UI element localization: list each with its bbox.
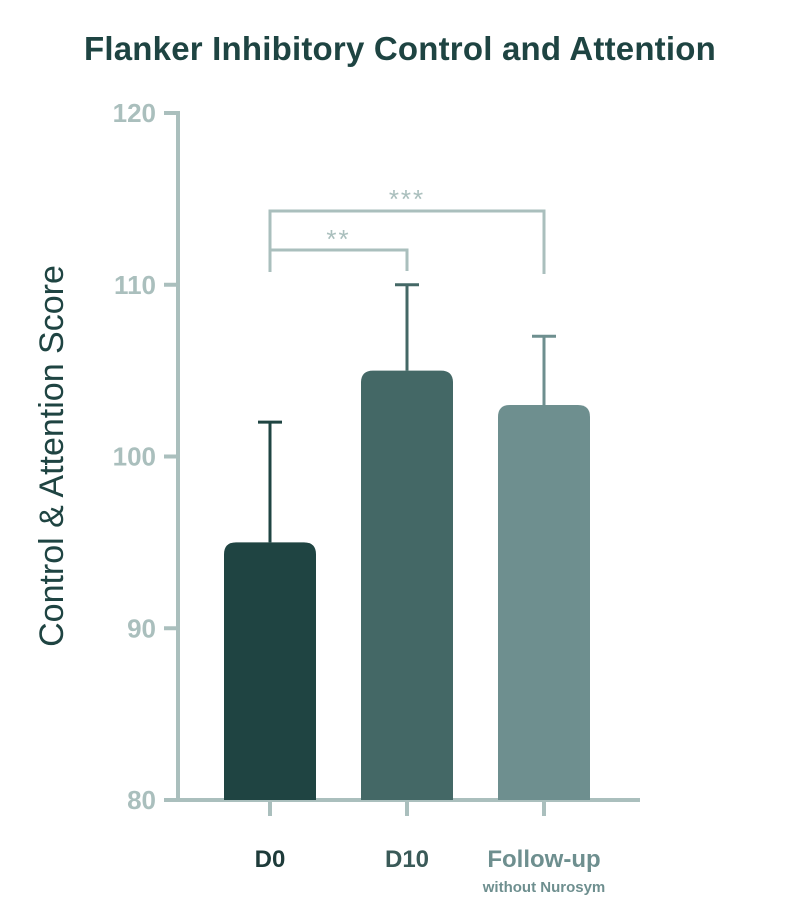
significance-label: ** [326, 224, 350, 254]
x-tick-sublabel: without Nurosym [482, 879, 606, 896]
y-tick-label: 80 [127, 785, 156, 815]
significance-label: *** [389, 184, 425, 214]
bar-layer [224, 370, 590, 800]
label-layer: D0 D10 Follow-up without Nurosym [255, 846, 606, 896]
x-tick-label: Follow-up [487, 846, 600, 873]
bar [361, 370, 453, 800]
x-tick-label: D10 [385, 846, 429, 873]
y-axis-title: Control & Attention Score [33, 265, 71, 647]
x-tick-label: D0 [255, 846, 286, 873]
significance-bracket [268, 209, 546, 274]
chart-title: Flanker Inhibitory Control and Attention [84, 30, 716, 67]
error-layer [258, 283, 556, 543]
y-tick-label: 120 [113, 98, 156, 128]
y-tick-label: 90 [127, 613, 156, 643]
bar [224, 542, 316, 800]
significance-layer: ***** [268, 184, 546, 274]
y-tick-label: 100 [113, 442, 156, 472]
bar [498, 404, 590, 800]
y-tick-label: 110 [114, 270, 156, 300]
